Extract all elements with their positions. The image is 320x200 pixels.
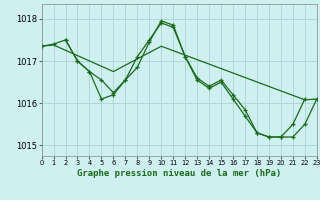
X-axis label: Graphe pression niveau de la mer (hPa): Graphe pression niveau de la mer (hPa)	[77, 169, 281, 178]
